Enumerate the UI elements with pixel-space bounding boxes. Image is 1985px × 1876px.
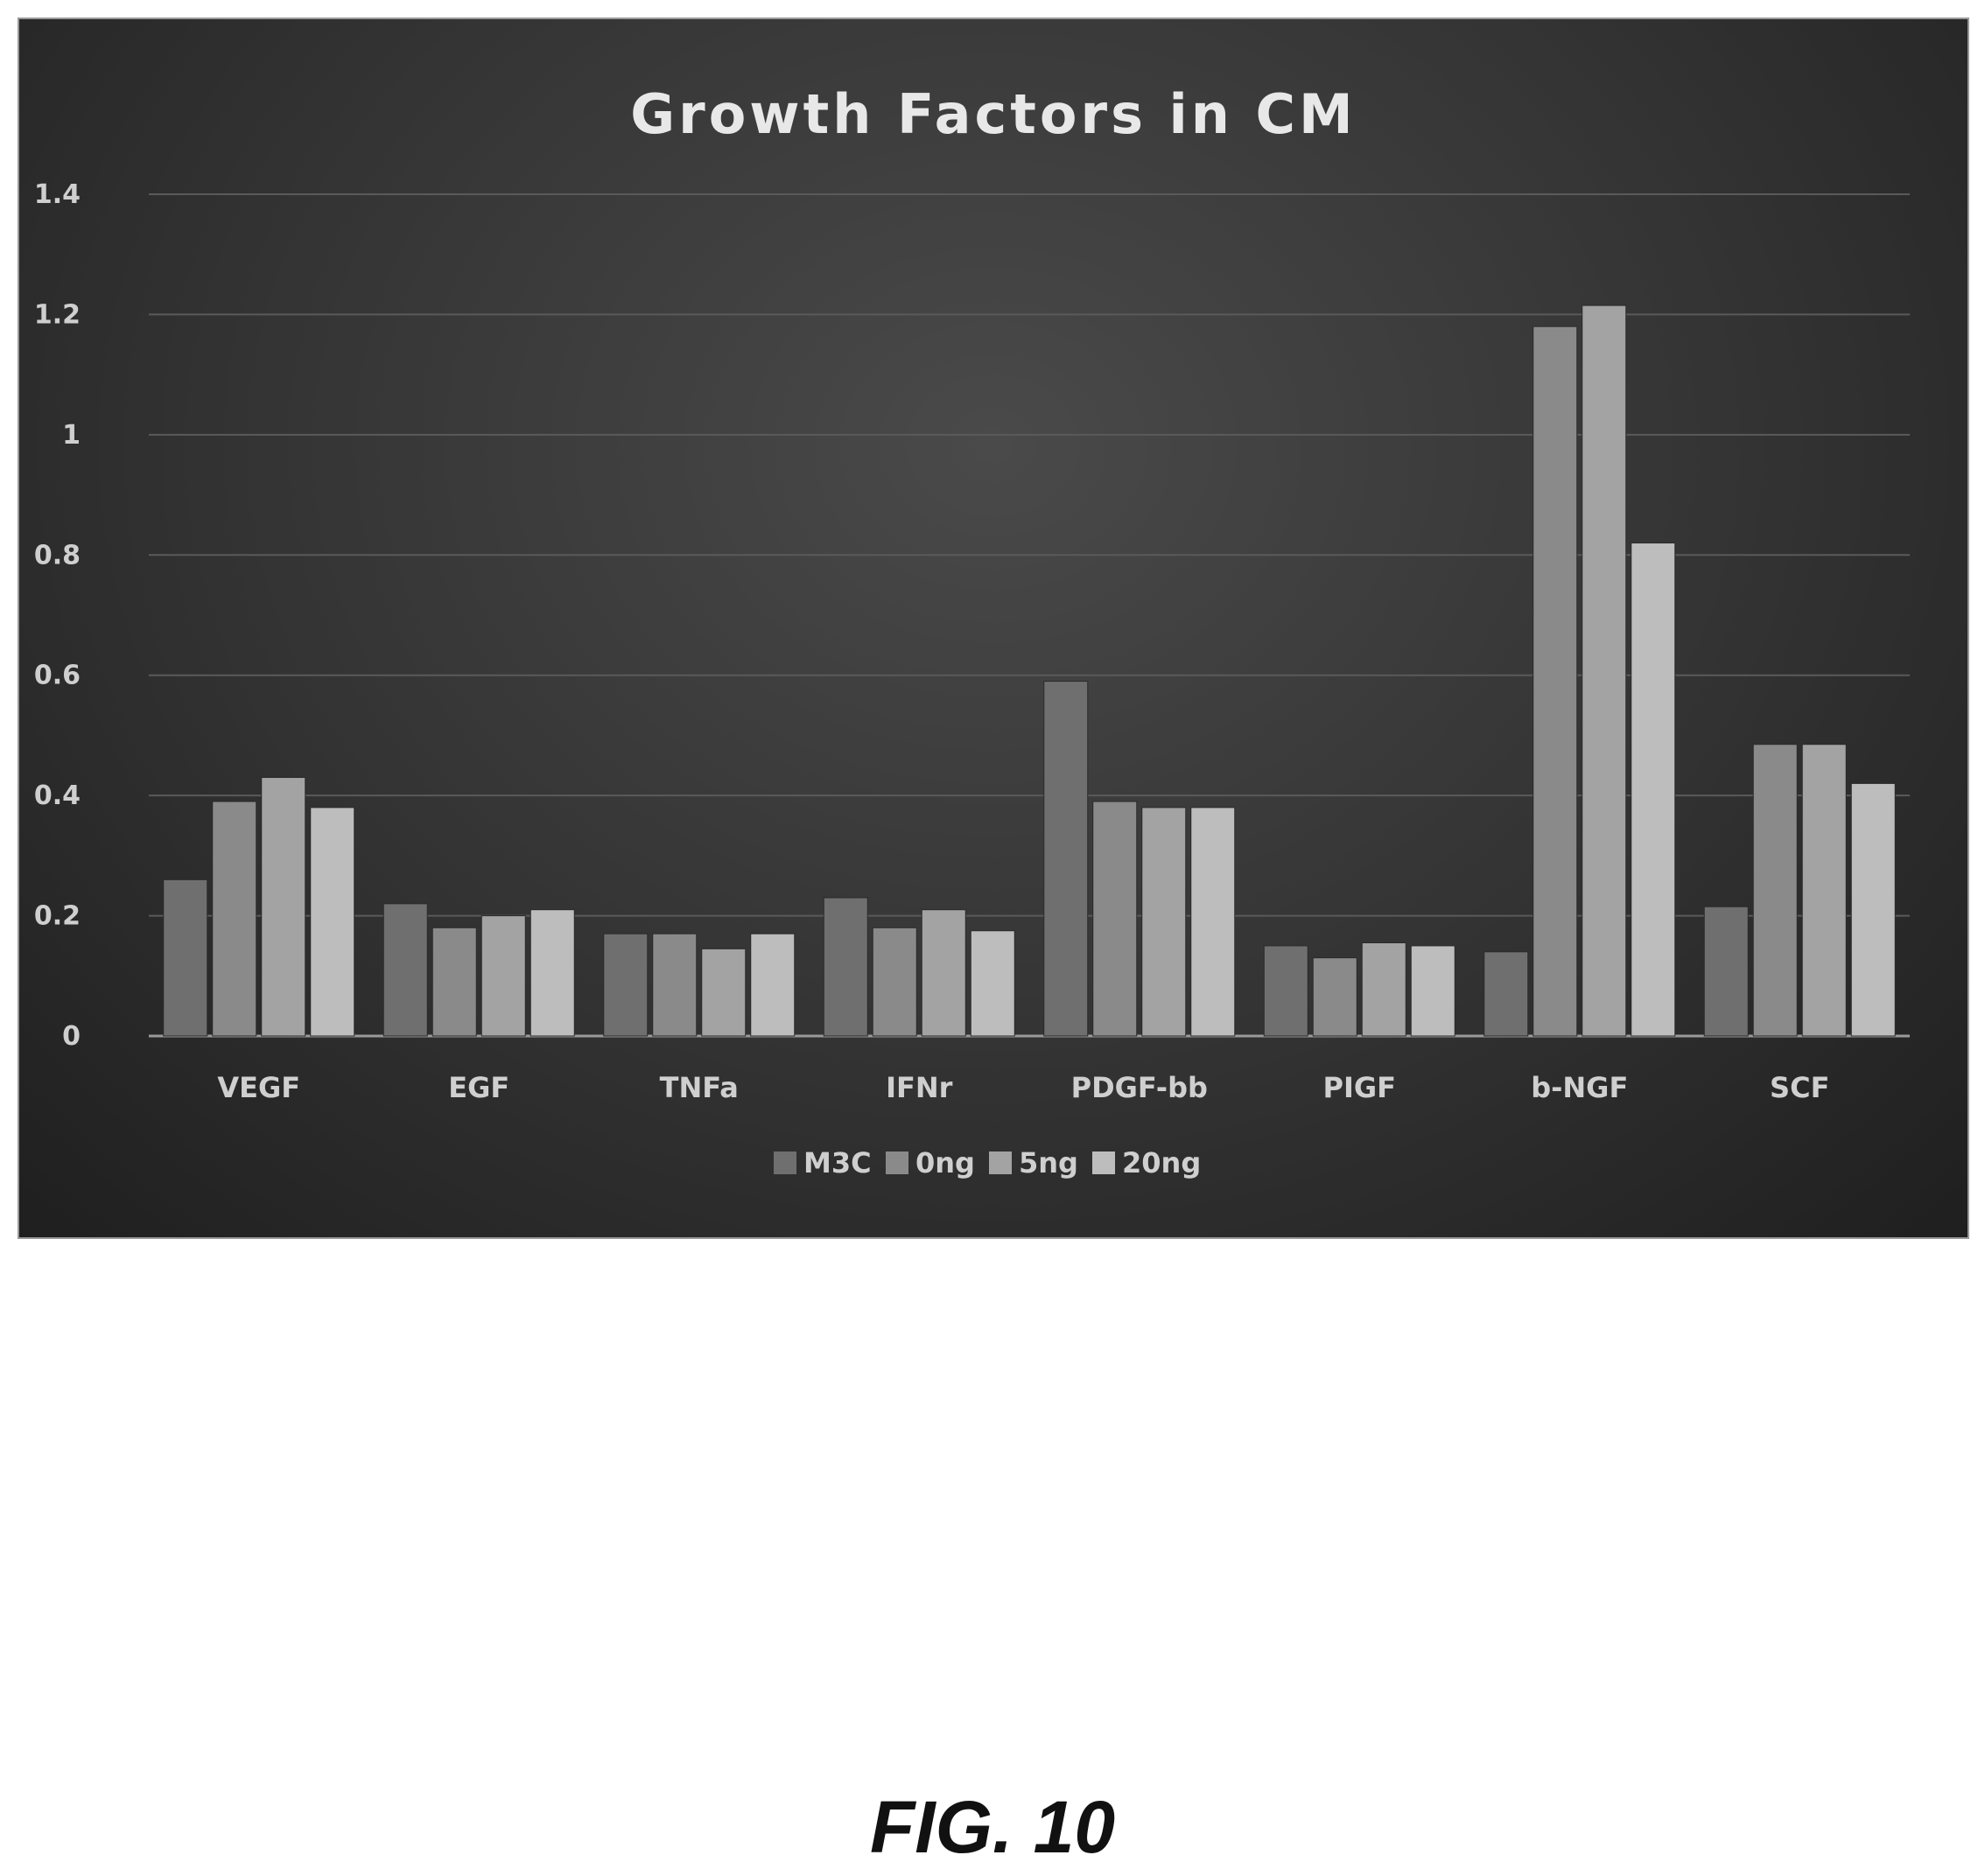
- bar-0ng-EGF: [431, 927, 477, 1037]
- bar-5ng-PIGF: [1361, 942, 1406, 1037]
- bar-5ng-PDGF-bb: [1141, 807, 1187, 1037]
- figure-caption: FIG. 10: [869, 1786, 1116, 1868]
- bar-20ng-VEGF: [310, 807, 355, 1037]
- bar-20ng-b-NGF: [1631, 542, 1676, 1037]
- bar-5ng-TNFa: [701, 948, 747, 1037]
- bar-5ng-IFNr: [921, 909, 966, 1037]
- bar-0ng-b-NGF: [1533, 326, 1578, 1037]
- bar-0ng-VEGF: [212, 801, 257, 1037]
- bar-M3C-PDGF-bb: [1043, 681, 1089, 1037]
- y-tick-label: 0.6: [34, 661, 81, 691]
- x-tick-label: IFNr: [886, 1071, 953, 1104]
- bar-0ng-PDGF-bb: [1092, 801, 1138, 1037]
- bar-20ng-EGF: [530, 909, 575, 1037]
- bar-20ng-PDGF-bb: [1190, 807, 1236, 1037]
- bar-5ng-SCF: [1801, 744, 1847, 1037]
- y-tick-label: 0.4: [34, 780, 81, 811]
- x-tick-label: EGF: [448, 1071, 509, 1104]
- y-tick-label: 1.2: [34, 299, 81, 330]
- bar-5ng-b-NGF: [1582, 304, 1627, 1037]
- chart-panel: Growth Factors in CM 0 0.2 0.4 0.6 0.8 1 1.2 1.…: [18, 18, 1969, 1239]
- legend-label-M3C: M3C: [803, 1146, 872, 1180]
- bar-5ng-VEGF: [261, 777, 306, 1037]
- bar-M3C-b-NGF: [1483, 951, 1529, 1037]
- bar-M3C-VEGF: [163, 878, 208, 1037]
- y-tick-label: 0: [62, 1021, 81, 1052]
- legend-label-5ng: 5ng: [1019, 1146, 1078, 1180]
- bar-20ng-PIGF: [1410, 945, 1455, 1037]
- x-tick-label: PIGF: [1323, 1071, 1396, 1104]
- y-tick-label: 1: [62, 420, 81, 451]
- legend-swatch-20ng: [1092, 1152, 1115, 1174]
- chart-title: Growth Factors in CM: [630, 82, 1357, 146]
- bar-20ng-IFNr: [970, 930, 1015, 1037]
- x-tick-label: TNFa: [660, 1071, 739, 1104]
- bar-0ng-TNFa: [652, 933, 698, 1037]
- legend-swatch-0ng: [886, 1152, 908, 1174]
- x-tick-label: VEGF: [217, 1071, 300, 1104]
- y-tick-label: 1.4: [34, 179, 81, 210]
- y-tick-label: 0.8: [34, 540, 81, 570]
- x-tick-label: PDGF-bb: [1071, 1071, 1208, 1104]
- legend-label-20ng: 20ng: [1122, 1146, 1201, 1180]
- bar-0ng-PIGF: [1312, 957, 1357, 1037]
- legend-swatch-M3C: [774, 1152, 796, 1174]
- x-tick-label: b-NGF: [1531, 1071, 1628, 1104]
- y-tick-label: 0.2: [34, 901, 81, 932]
- bar-M3C-SCF: [1703, 906, 1749, 1037]
- legend-label-0ng: 0ng: [915, 1146, 975, 1180]
- bar-5ng-EGF: [480, 915, 526, 1037]
- bar-20ng-TNFa: [750, 933, 796, 1037]
- bar-20ng-SCF: [1850, 782, 1896, 1037]
- bar-0ng-IFNr: [872, 927, 917, 1037]
- bar-M3C-IFNr: [823, 897, 868, 1037]
- legend-swatch-5ng: [989, 1152, 1012, 1174]
- bar-M3C-EGF: [382, 903, 428, 1037]
- x-tick-label: SCF: [1770, 1071, 1829, 1104]
- bar-chart: 0 0.2 0.4 0.6 0.8 1 1.2 1.4 VEGF EGF TNFa IFNr PDGF-…: [34, 179, 1910, 1180]
- bar-M3C-PIGF: [1263, 945, 1308, 1037]
- bar-M3C-TNFa: [603, 933, 649, 1037]
- bar-0ng-SCF: [1752, 744, 1798, 1037]
